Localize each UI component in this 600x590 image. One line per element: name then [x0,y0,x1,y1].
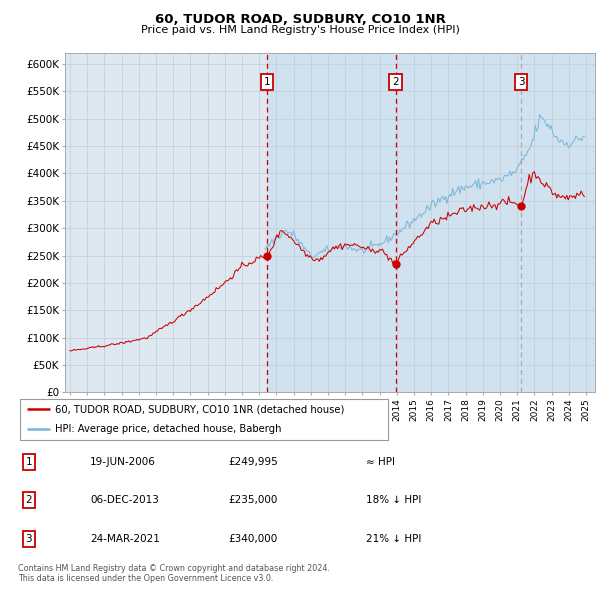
Text: 1: 1 [264,77,271,87]
Text: Contains HM Land Registry data © Crown copyright and database right 2024.
This d: Contains HM Land Registry data © Crown c… [18,563,330,583]
Bar [267,53,595,392]
Text: Price paid vs. HM Land Registry's House Price Index (HPI): Price paid vs. HM Land Registry's House … [140,25,460,35]
Text: 06-DEC-2013: 06-DEC-2013 [90,496,159,505]
Text: 2: 2 [25,496,32,505]
Text: 2: 2 [392,77,399,87]
Text: ≈ HPI: ≈ HPI [366,457,395,467]
Text: 60, TUDOR ROAD, SUDBURY, CO10 1NR (detached house): 60, TUDOR ROAD, SUDBURY, CO10 1NR (detac… [55,404,344,414]
Text: £340,000: £340,000 [228,534,277,543]
Text: £249,995: £249,995 [228,457,278,467]
Text: 1: 1 [25,457,32,467]
Text: 60, TUDOR ROAD, SUDBURY, CO10 1NR: 60, TUDOR ROAD, SUDBURY, CO10 1NR [155,13,445,26]
Text: 3: 3 [518,77,524,87]
Text: 18% ↓ HPI: 18% ↓ HPI [366,496,421,505]
Text: HPI: Average price, detached house, Babergh: HPI: Average price, detached house, Babe… [55,424,282,434]
Text: 21% ↓ HPI: 21% ↓ HPI [366,534,421,543]
Text: 3: 3 [25,534,32,543]
FancyBboxPatch shape [20,399,388,440]
Text: 19-JUN-2006: 19-JUN-2006 [90,457,156,467]
Text: 24-MAR-2021: 24-MAR-2021 [90,534,160,543]
Text: £235,000: £235,000 [228,496,277,505]
